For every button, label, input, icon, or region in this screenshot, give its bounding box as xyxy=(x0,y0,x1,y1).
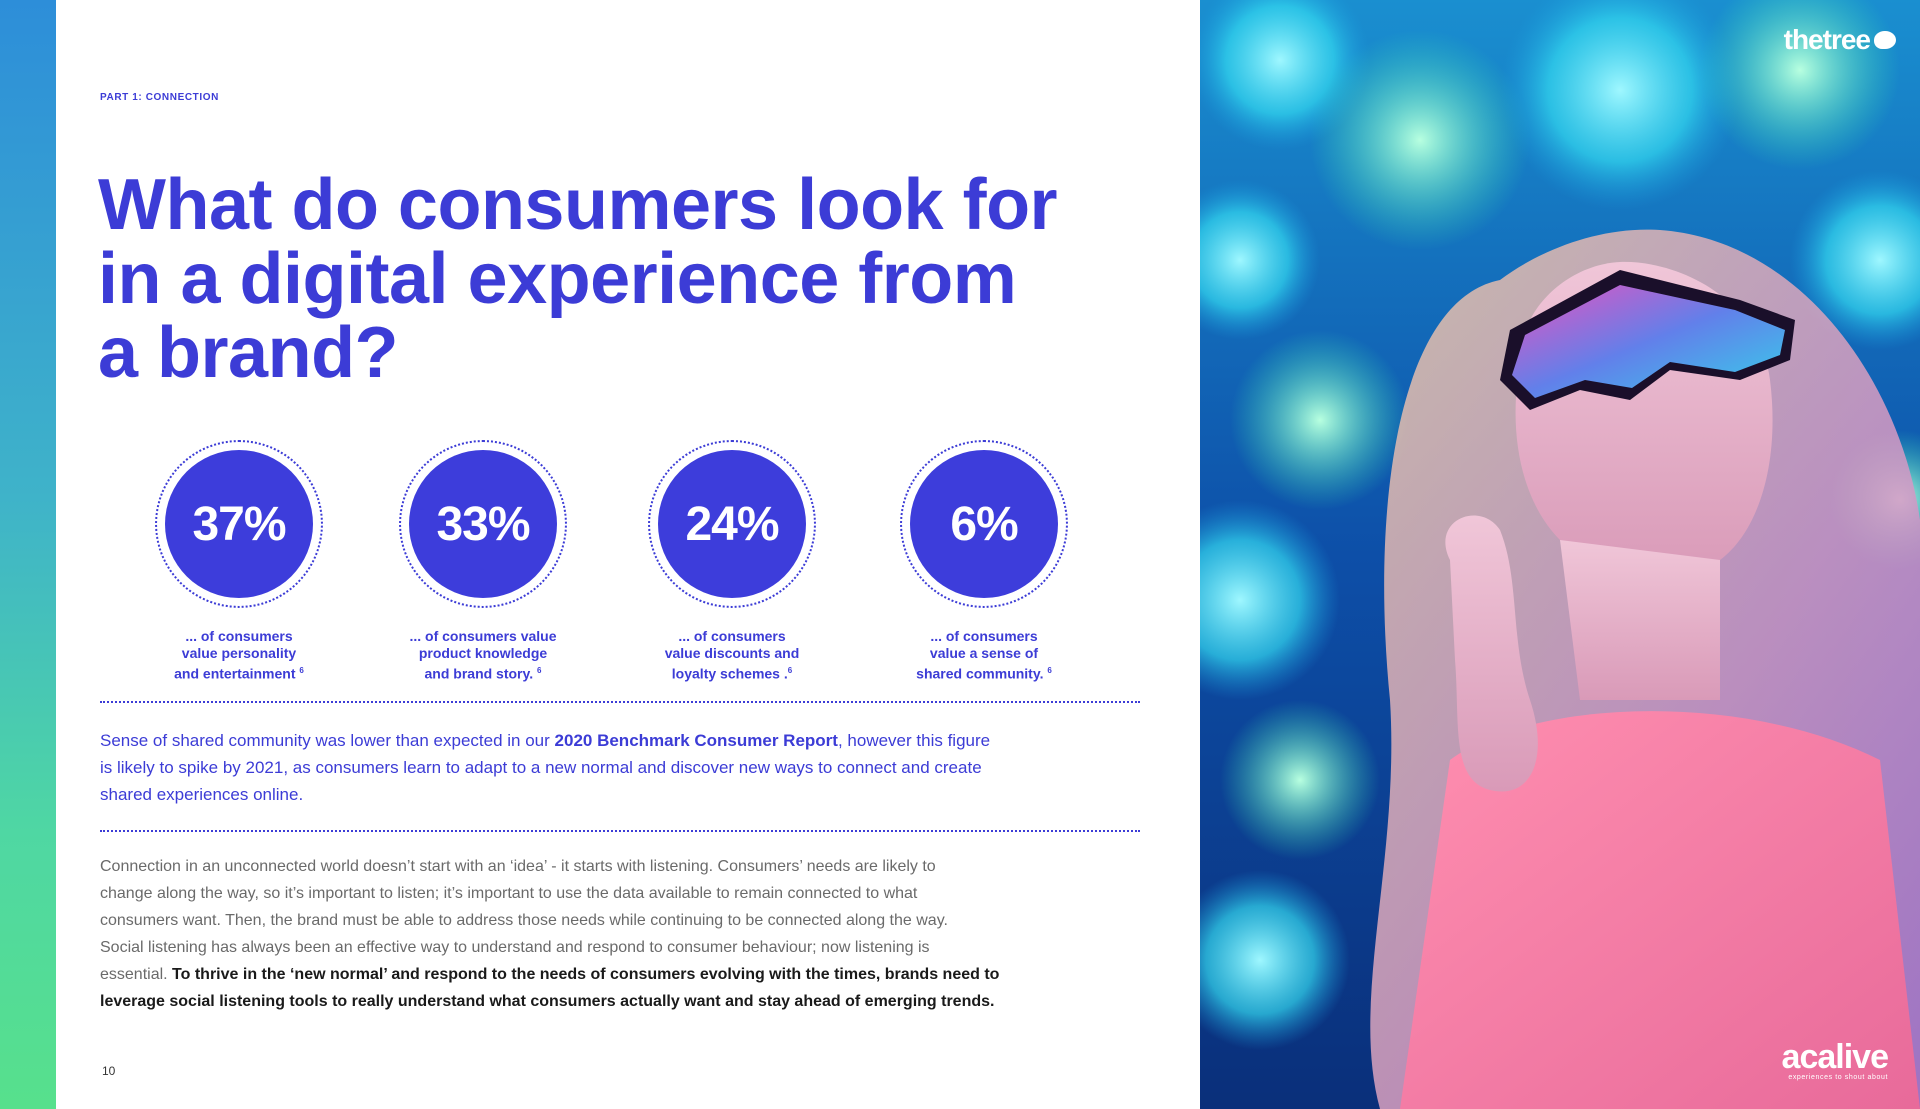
stat-value: 24% xyxy=(658,450,806,598)
stat-value: 33% xyxy=(409,450,557,598)
body-line: consumers want. Then, the brand must be … xyxy=(100,912,948,929)
stat-ring: 33% xyxy=(399,440,567,608)
thetree-wordmark: thetree xyxy=(1783,24,1871,55)
footnote-marker: 6 xyxy=(1047,666,1052,675)
caption-line: and brand story. 6 xyxy=(424,665,542,682)
stat-value: 6% xyxy=(910,450,1058,598)
highlight-line: is likely to spike by 2021, as consumers… xyxy=(100,758,982,777)
acalive-tagline: experiences to shout about xyxy=(1788,1074,1888,1081)
body-line: Social listening has always been an effe… xyxy=(100,939,930,956)
dotted-divider xyxy=(100,830,1140,832)
headline-line: What do consumers look for xyxy=(98,165,1058,245)
caption-line: loyalty schemes .6 xyxy=(671,665,793,682)
left-gradient-strip xyxy=(0,0,56,1109)
caption-line: ... of consumers xyxy=(678,628,786,644)
footnote-marker: 6 xyxy=(787,666,793,675)
photo-illustration xyxy=(1200,0,1920,1109)
report-page: PART 1: CONNECTION What do consumers loo… xyxy=(56,0,1200,1109)
footnote-marker: 6 xyxy=(299,666,304,675)
headline-line: a brand? xyxy=(98,313,399,393)
stat-discounts: 24% ... of consumers value discounts and… xyxy=(632,440,832,683)
page-number: 10 xyxy=(102,1064,116,1078)
stat-ring: 37% xyxy=(155,440,323,608)
caption-line: ... of consumers xyxy=(930,628,1038,644)
stat-ring: 24% xyxy=(648,440,816,608)
section-eyebrow: PART 1: CONNECTION xyxy=(100,92,219,103)
stat-ring: 6% xyxy=(900,440,1068,608)
caption-line: ... of consumers xyxy=(185,628,293,644)
hero-photo: thetree acalive experiences to shout abo… xyxy=(1200,0,1920,1109)
stat-personality: 37% ... of consumers value personality a… xyxy=(139,440,339,683)
highlight-paragraph: Sense of shared community was lower than… xyxy=(100,727,1140,808)
body-line: change along the way, so it’s important … xyxy=(100,885,918,902)
page-headline: What do consumers look for in a digital … xyxy=(98,168,1098,390)
body-line: essential. To thrive in the ‘new normal’… xyxy=(100,966,1000,983)
footnote-marker: 6 xyxy=(537,666,542,675)
stat-caption: ... of consumers value discounts and loy… xyxy=(642,628,822,683)
stat-caption: ... of consumers value product knowledge… xyxy=(393,628,573,683)
caption-line: shared community. 6 xyxy=(916,665,1052,682)
thetree-logo: thetree xyxy=(1784,24,1896,56)
speech-bubble-icon xyxy=(1874,31,1896,49)
caption-line: value discounts and xyxy=(664,645,800,661)
highlight-line: Sense of shared community was lower than… xyxy=(100,731,991,750)
stat-community: 6% ... of consumers value a sense of sha… xyxy=(884,440,1084,683)
body-paragraph: Connection in an unconnected world doesn… xyxy=(100,853,1140,1015)
stat-caption: ... of consumers value personality and e… xyxy=(149,628,329,683)
stat-value: 37% xyxy=(165,450,313,598)
report-title: 2020 Benchmark Consumer Report xyxy=(554,731,838,750)
acalive-logo: acalive experiences to shout about xyxy=(1781,1038,1889,1081)
caption-line: product knowledge xyxy=(418,645,548,661)
body-line: leverage social listening tools to reall… xyxy=(100,993,995,1010)
dotted-divider xyxy=(100,701,1140,703)
acalive-wordmark: acalive xyxy=(1781,1038,1889,1076)
caption-line: ... of consumers value xyxy=(409,628,557,644)
highlight-line: shared experiences online. xyxy=(100,785,304,804)
caption-line: and entertainment 6 xyxy=(174,665,304,682)
stat-caption: ... of consumers value a sense of shared… xyxy=(894,628,1074,683)
headline-line: in a digital experience from xyxy=(98,239,1017,319)
caption-line: value personality xyxy=(181,645,297,661)
body-line: Connection in an unconnected world doesn… xyxy=(100,858,936,875)
stat-product-knowledge: 33% ... of consumers value product knowl… xyxy=(383,440,583,683)
caption-line: value a sense of xyxy=(929,645,1039,661)
